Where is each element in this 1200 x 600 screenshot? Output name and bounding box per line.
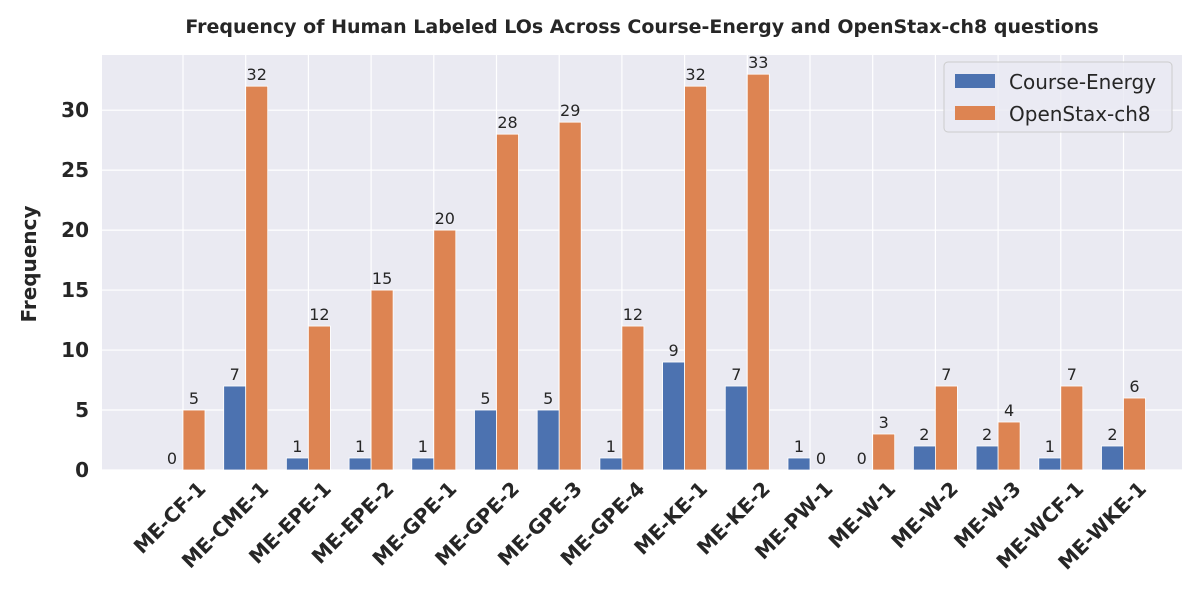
bar-openstax-ch8-me-gpe-3 xyxy=(558,121,582,471)
data-label-openstax-ch8-me-cf-1: 5 xyxy=(189,389,199,408)
data-label-openstax-ch8-me-gpe-3: 29 xyxy=(560,101,580,120)
bar-course-energy-me-epe-2 xyxy=(348,457,372,471)
bar-openstax-ch8-me-gpe-2 xyxy=(496,133,519,471)
data-label-course-energy-me-cme-1: 7 xyxy=(230,365,240,384)
data-label-openstax-ch8-me-cme-1: 32 xyxy=(247,65,267,84)
data-label-openstax-ch8-me-epe-1: 12 xyxy=(309,305,329,324)
data-label-course-energy-me-ke-2: 7 xyxy=(731,365,741,384)
y-tick-label: 10 xyxy=(61,338,89,362)
data-label-course-energy-me-wke-1: 2 xyxy=(1107,425,1117,444)
data-label-course-energy-me-epe-2: 1 xyxy=(355,437,365,456)
legend-swatch-course-energy xyxy=(955,74,995,88)
bar-course-energy-me-w-2 xyxy=(913,445,936,471)
data-label-course-energy-me-w-1: 0 xyxy=(857,449,867,468)
bar-course-energy-me-epe-1 xyxy=(285,457,309,471)
data-label-course-energy-me-gpe-4: 1 xyxy=(606,437,616,456)
bar-openstax-ch8-me-w-2 xyxy=(935,385,958,471)
data-label-openstax-ch8-me-ke-2: 33 xyxy=(748,53,768,72)
bar-openstax-ch8-me-w-1 xyxy=(872,433,896,471)
legend-label-course-energy: Course-Energy xyxy=(1009,70,1156,94)
data-label-openstax-ch8-me-gpe-2: 28 xyxy=(497,113,517,132)
bar-openstax-ch8-me-gpe-4 xyxy=(621,325,645,471)
bar-openstax-ch8-me-ke-1 xyxy=(684,85,707,471)
data-label-openstax-ch8-me-gpe-4: 12 xyxy=(623,305,643,324)
legend-box xyxy=(943,61,1173,133)
data-label-course-energy-me-w-2: 2 xyxy=(919,425,929,444)
data-label-course-energy-me-wcf-1: 1 xyxy=(1045,437,1055,456)
bar-course-energy-me-ke-1 xyxy=(662,361,685,471)
bar-openstax-ch8-me-epe-2 xyxy=(370,289,394,471)
bar-course-energy-me-gpe-2 xyxy=(474,409,497,471)
data-label-openstax-ch8-me-w-2: 7 xyxy=(941,365,951,384)
data-label-openstax-ch8-me-pw-1: 0 xyxy=(816,449,826,468)
bar-course-energy-me-wcf-1 xyxy=(1038,457,1062,471)
data-label-course-energy-me-gpe-1: 1 xyxy=(418,437,428,456)
data-label-course-energy-me-cf-1: 0 xyxy=(167,449,177,468)
data-label-course-energy-me-ke-1: 9 xyxy=(669,341,679,360)
legend: Course-Energy OpenStax-ch8 xyxy=(943,61,1173,133)
bar-openstax-ch8-me-wke-1 xyxy=(1123,397,1146,471)
legend-label-openstax-ch8: OpenStax-ch8 xyxy=(1009,102,1151,126)
data-label-course-energy-me-gpe-2: 5 xyxy=(480,389,490,408)
data-label-course-energy-me-gpe-3: 5 xyxy=(543,389,553,408)
bar-course-energy-me-gpe-4 xyxy=(599,457,623,471)
data-label-openstax-ch8-me-w-3: 4 xyxy=(1004,401,1014,420)
x-tick-labels: ME-CF-1ME-CME-1ME-EPE-1ME-EPE-2ME-GPE-1M… xyxy=(129,477,1151,575)
bar-openstax-ch8-me-ke-2 xyxy=(746,73,770,471)
bar-openstax-ch8-me-w-3 xyxy=(997,421,1021,471)
bar-openstax-ch8-me-wcf-1 xyxy=(1060,385,1084,471)
data-label-openstax-ch8-me-wcf-1: 7 xyxy=(1067,365,1077,384)
y-tick-label: 20 xyxy=(61,218,89,242)
bar-course-energy-me-gpe-3 xyxy=(536,409,560,471)
y-tick-label: 0 xyxy=(75,458,89,482)
x-tick-label: ME-W-1 xyxy=(824,477,901,554)
bar-course-energy-me-pw-1 xyxy=(787,457,811,471)
data-label-openstax-ch8-me-ke-1: 32 xyxy=(685,65,705,84)
data-label-course-energy-me-epe-1: 1 xyxy=(292,437,302,456)
bar-openstax-ch8-me-cme-1 xyxy=(245,85,269,471)
y-tick-label: 15 xyxy=(61,278,89,302)
legend-swatch-openstax-ch8 xyxy=(955,106,995,120)
data-label-openstax-ch8-me-epe-2: 15 xyxy=(372,269,392,288)
y-tick-label: 25 xyxy=(61,158,89,182)
data-label-course-energy-me-pw-1: 1 xyxy=(794,437,804,456)
bar-openstax-ch8-me-epe-1 xyxy=(307,325,331,471)
bar-course-energy-me-gpe-1 xyxy=(411,457,435,471)
bar-openstax-ch8-me-cf-1 xyxy=(182,409,206,471)
chart-title: Frequency of Human Labeled LOs Across Co… xyxy=(185,16,1098,38)
bar-course-energy-me-w-3 xyxy=(975,445,999,471)
y-tick-label: 30 xyxy=(61,98,89,122)
bars xyxy=(182,73,1146,471)
data-label-course-energy-me-w-3: 2 xyxy=(982,425,992,444)
y-axis-label: Frequency xyxy=(17,205,41,322)
bar-openstax-ch8-me-gpe-1 xyxy=(433,229,457,471)
x-tick-label: ME-W-2 xyxy=(886,477,963,554)
y-tick-label: 5 xyxy=(75,398,89,422)
y-tick-labels: 0 5 10 15 20 25 30 xyxy=(61,98,89,482)
data-label-openstax-ch8-me-gpe-1: 20 xyxy=(435,209,455,228)
bar-course-energy-me-cme-1 xyxy=(223,385,247,471)
data-label-openstax-ch8-me-wke-1: 6 xyxy=(1129,377,1139,396)
bar-course-energy-me-wke-1 xyxy=(1101,445,1124,471)
bar-course-energy-me-ke-2 xyxy=(724,385,748,471)
data-label-openstax-ch8-me-w-1: 3 xyxy=(879,413,889,432)
